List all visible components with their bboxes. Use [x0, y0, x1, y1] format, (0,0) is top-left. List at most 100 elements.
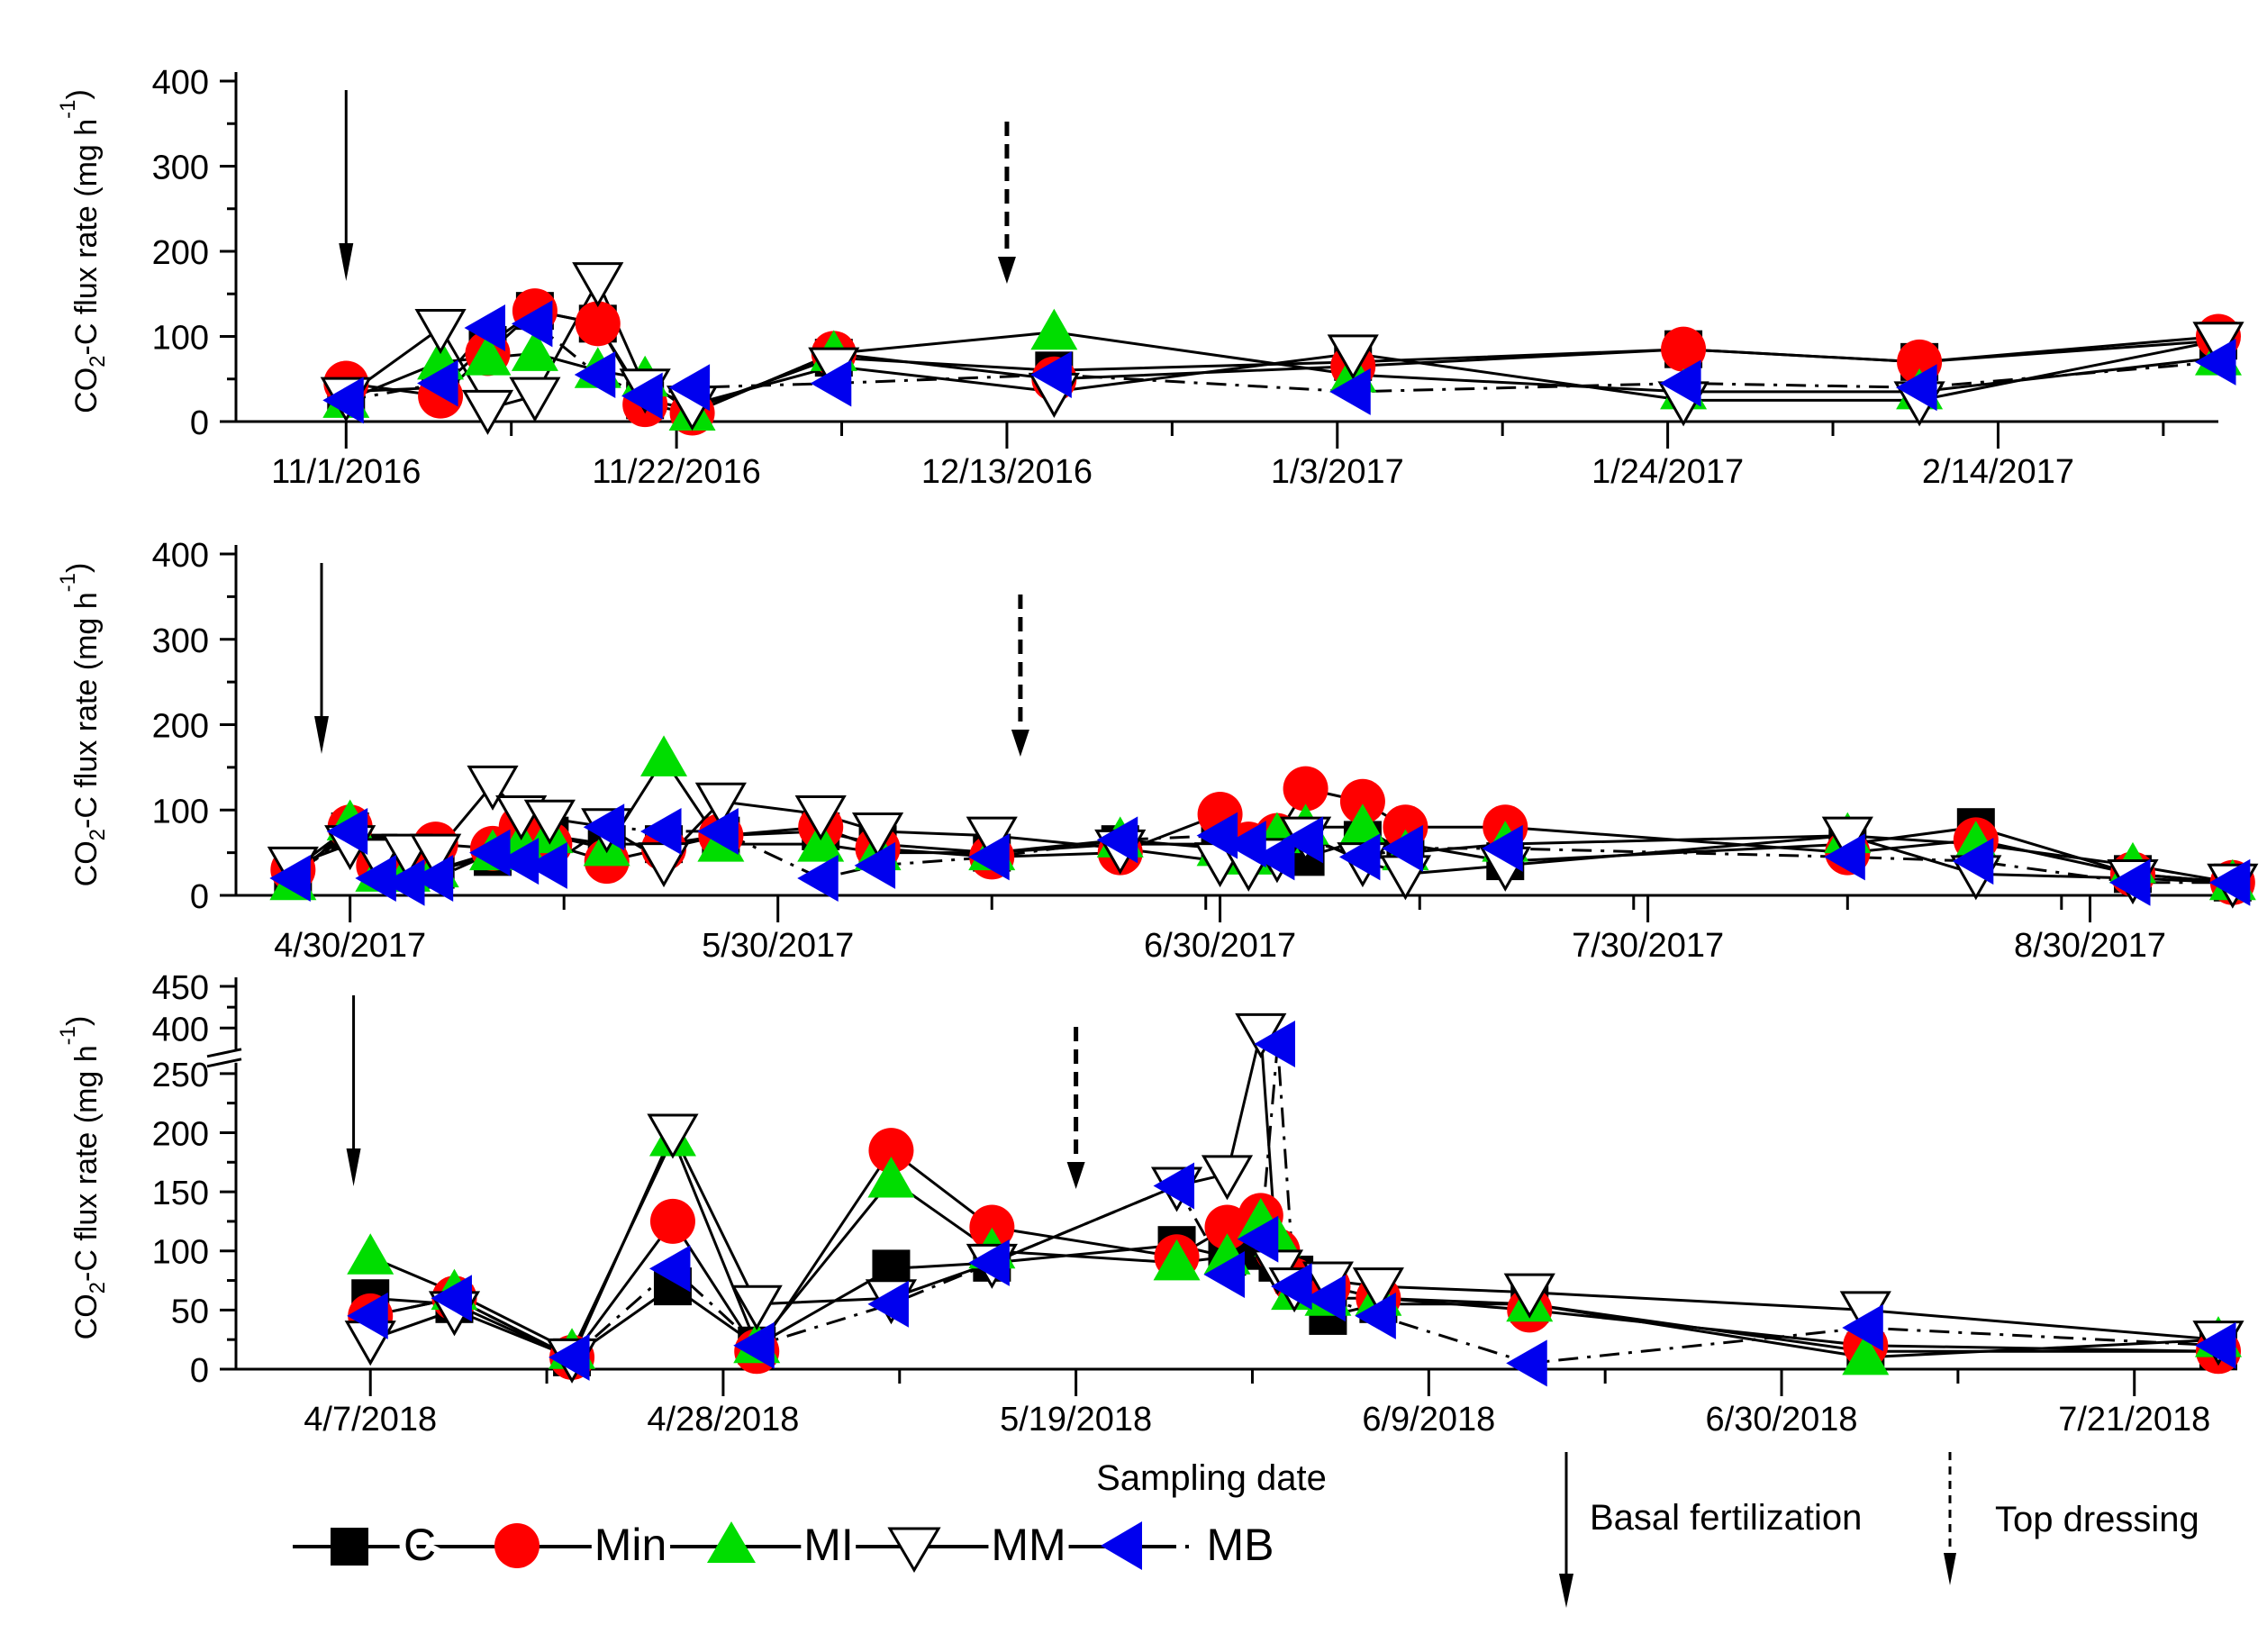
- marker-mb: [640, 807, 682, 855]
- marker-mb: [526, 841, 567, 889]
- marker-mb: [1237, 1215, 1279, 1263]
- top-dressing-arrowhead: [1011, 730, 1029, 757]
- x-tick-label: 4/28/2018: [647, 1401, 799, 1439]
- legend-label-c: C: [404, 1520, 436, 1570]
- marker-mb: [1203, 1250, 1245, 1298]
- marker-mb: [968, 1239, 1010, 1286]
- marker-mb: [1660, 359, 1701, 407]
- marker-mb: [1382, 824, 1423, 872]
- marker-mb: [355, 855, 396, 903]
- legend-label-min: Min: [594, 1520, 667, 1570]
- marker-mb: [322, 377, 364, 424]
- marker-mi: [511, 330, 558, 371]
- marker-mi: [867, 1156, 915, 1198]
- y-axis-title: CO2-C flux rate (mg h-1): [56, 1016, 110, 1340]
- y-tick-label: 0: [190, 1352, 209, 1390]
- y-tick-label: 400: [152, 1011, 209, 1048]
- y-tick-label: 100: [152, 320, 209, 358]
- marker-mi: [1338, 803, 1386, 845]
- x-tick-label: 4/7/2018: [304, 1401, 437, 1439]
- marker-mb: [1153, 1162, 1195, 1210]
- legend-label-mi: MI: [803, 1520, 854, 1570]
- legend-marker-mi: [707, 1521, 756, 1563]
- y-tick-label: 300: [152, 150, 209, 187]
- marker-min: [649, 1198, 695, 1244]
- marker-mb: [697, 807, 739, 855]
- y-tick-label: 300: [152, 622, 209, 660]
- series-line-mb: [369, 1043, 2219, 1365]
- marker-mi: [797, 821, 845, 862]
- chart-panels: 0 100 200 300 400 11/1/2016 11/22/2016 12/13/20…: [56, 64, 2259, 1439]
- x-tick-label: 5/19/2018: [1000, 1401, 1152, 1439]
- marker-mm: [694, 782, 747, 828]
- marker-mb: [2208, 858, 2251, 906]
- marker-mm: [851, 812, 904, 858]
- axis-break-mark: [206, 1057, 242, 1068]
- marker-mm: [467, 765, 519, 811]
- marker-mm: [410, 833, 462, 879]
- panel-1: 0 100 200 300 400 11/1/2016 11/22/2016 12/13/20…: [56, 64, 2244, 491]
- y-tick-label: 150: [152, 1175, 209, 1212]
- marker-mm: [523, 799, 576, 845]
- marker-mb: [1304, 1275, 1346, 1322]
- x-tick-label: 4/30/2017: [274, 927, 426, 965]
- legend-marker-mm: [887, 1527, 941, 1573]
- marker-mb: [417, 359, 458, 407]
- marker-min: [575, 301, 621, 347]
- marker-mb: [1842, 1304, 1883, 1352]
- y-tick-label: 200: [152, 708, 209, 746]
- marker-mb: [867, 1280, 909, 1328]
- marker-mm: [730, 1284, 783, 1330]
- marker-mb: [469, 829, 511, 876]
- x-tick-label: 8/30/2017: [2014, 927, 2166, 965]
- marker-mi: [1842, 1333, 1890, 1375]
- x-tick-label: 11/1/2016: [271, 453, 421, 491]
- marker-mb: [1824, 833, 1865, 881]
- marker-min: [1661, 326, 1707, 372]
- top-dressing-arrowhead: [997, 257, 1016, 284]
- marker-mb: [549, 1333, 590, 1381]
- marker-mb: [1030, 351, 1072, 399]
- y-tick-label: 250: [152, 1057, 209, 1094]
- y-tick-label: 200: [152, 234, 209, 272]
- marker-mb: [797, 855, 839, 903]
- x-tick-label: 5/30/2017: [702, 927, 854, 965]
- marker-mb: [1196, 812, 1238, 859]
- panel-3: 0 50 100 150 200 250 400 450 4/7/2018 4/28/2018 5/…: [56, 969, 2244, 1439]
- marker-mb: [1952, 838, 1994, 885]
- marker-mb: [384, 858, 425, 906]
- x-tick-label: 7/21/2018: [2058, 1401, 2210, 1439]
- marker-mm: [1503, 1273, 1555, 1319]
- x-tick-label: 12/13/2016: [921, 453, 1093, 491]
- marker-mm: [647, 1113, 699, 1159]
- marker-mm: [461, 389, 514, 435]
- marker-mb: [574, 351, 616, 399]
- y-tick-label: 200: [152, 1115, 209, 1153]
- marker-mb: [326, 807, 368, 855]
- marker-min: [1283, 766, 1328, 812]
- x-tick-label: 1/3/2017: [1271, 453, 1404, 491]
- y-tick-label: 50: [171, 1293, 209, 1330]
- marker-mb: [1506, 1339, 1547, 1387]
- y-tick-label: 400: [152, 64, 209, 102]
- legend-basal-arrowhead: [1559, 1574, 1573, 1608]
- marker-mm: [572, 262, 624, 308]
- axis-break-mark: [206, 1048, 242, 1058]
- marker-mb: [1338, 833, 1381, 881]
- marker-mb: [1282, 816, 1324, 864]
- marker-mi: [640, 735, 688, 776]
- marker-mb: [1271, 1263, 1312, 1311]
- legend-marker-mb: [1101, 1521, 1142, 1570]
- marker-mi: [1153, 1239, 1201, 1281]
- marker-mm: [1327, 334, 1379, 380]
- marker-mb: [810, 359, 852, 407]
- marker-mb: [2195, 1321, 2236, 1369]
- y-tick-label: 0: [190, 878, 209, 916]
- legend-label-mb: MB: [1207, 1520, 1274, 1570]
- legend-marker-min: [494, 1523, 540, 1568]
- marker-mm: [1352, 1267, 1404, 1313]
- legend-marker-c: [331, 1528, 368, 1566]
- marker-mi: [1030, 308, 1078, 350]
- basal-fertilization-arrowhead: [339, 243, 354, 281]
